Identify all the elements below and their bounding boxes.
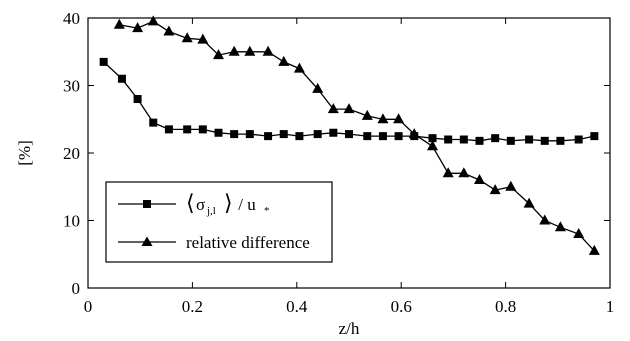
data-point-square <box>329 128 338 137</box>
data-point-triangle <box>442 167 454 178</box>
data-point-square <box>556 136 565 145</box>
legend-marker-square <box>143 200 151 208</box>
data-point-square <box>279 130 288 139</box>
data-point-square <box>444 135 453 144</box>
data-point-triangle <box>197 33 209 44</box>
data-point-triangle <box>163 25 175 36</box>
x-tick-label: 0.4 <box>286 297 308 316</box>
data-point-square <box>230 130 239 139</box>
data-point-square <box>475 136 484 145</box>
data-point-triangle <box>377 113 389 124</box>
x-tick-label: 0.8 <box>495 297 516 316</box>
x-tick-label: 0.6 <box>391 297 412 316</box>
data-point-square <box>295 132 304 141</box>
data-point-triangle <box>539 214 551 225</box>
data-point-square <box>313 130 322 139</box>
legend-sigma-star: * <box>264 205 270 217</box>
data-point-triangle <box>181 32 193 43</box>
data-point-triangle <box>244 45 256 56</box>
data-point-square <box>394 132 403 141</box>
data-point-square <box>590 132 599 141</box>
series-line <box>103 61 595 142</box>
data-point-triangle <box>228 45 240 56</box>
data-point-square <box>183 125 192 134</box>
legend-label-sigma: ⟨ σ j,l ⟩ / u * <box>186 190 270 217</box>
data-point-triangle <box>393 113 405 124</box>
data-point-square <box>345 130 353 139</box>
data-point-square <box>149 118 158 127</box>
x-tick-label: 0 <box>84 297 93 316</box>
data-point-triangle <box>132 22 144 33</box>
legend-bracket-left: ⟨ <box>186 190 195 215</box>
legend-sigma-rest: / u <box>234 195 256 214</box>
data-point-square <box>245 130 254 139</box>
data-point-triangle <box>293 62 305 73</box>
data-point-triangle <box>573 228 585 238</box>
data-point-triangle <box>408 128 420 139</box>
legend-marker-triangle <box>141 236 153 246</box>
legend-bracket-right: ⟩ <box>224 190 233 215</box>
legend: ⟨ σ j,l ⟩ / u * relative difference <box>105 181 333 263</box>
data-point-square <box>574 135 583 144</box>
data-point-square <box>264 132 273 141</box>
data-point-triangle <box>505 180 517 191</box>
legend-sigma-subscript: j,l <box>206 205 216 217</box>
y-tick-label: 10 <box>63 212 80 231</box>
data-point-square <box>459 135 468 144</box>
data-point-triangle <box>554 221 566 232</box>
data-point-triangle <box>343 103 355 114</box>
legend-box <box>105 181 333 263</box>
data-point-triangle <box>458 167 470 178</box>
data-point-square <box>214 128 223 137</box>
y-tick-label: 0 <box>72 279 81 298</box>
data-point-square <box>378 132 387 141</box>
data-point-square <box>525 135 534 144</box>
data-point-square <box>491 134 500 143</box>
y-tick-label: 40 <box>63 9 80 28</box>
data-point-triangle <box>588 244 600 255</box>
data-point-square <box>540 136 549 145</box>
series-sigma <box>99 57 599 145</box>
data-point-triangle <box>489 184 501 195</box>
data-point-triangle <box>147 15 159 26</box>
data-point-square <box>198 125 207 134</box>
legend-label-relative-difference: relative difference <box>186 233 310 252</box>
series-relative-difference <box>113 15 600 255</box>
y-tick-label: 20 <box>63 144 80 163</box>
legend-sigma-symbol: σ <box>196 195 205 214</box>
y-tick-label: 30 <box>63 77 80 96</box>
data-point-triangle <box>327 103 339 114</box>
y-axis-title: [%] <box>15 140 34 165</box>
data-point-triangle <box>262 45 274 56</box>
data-point-square <box>506 136 515 145</box>
data-point-triangle <box>113 18 125 29</box>
data-point-triangle <box>427 140 439 151</box>
x-tick-label: 1 <box>606 297 615 316</box>
data-point-triangle <box>213 49 224 60</box>
x-tick-label: 0.2 <box>182 297 203 316</box>
x-axis-title: z/h <box>339 319 360 338</box>
data-point-square <box>99 57 108 66</box>
data-point-triangle <box>312 82 324 93</box>
data-point-square <box>164 125 173 134</box>
data-point-triangle <box>523 197 535 208</box>
data-point-triangle <box>474 174 485 184</box>
data-point-square <box>117 74 126 83</box>
series-layer <box>99 15 600 255</box>
data-point-triangle <box>278 55 290 66</box>
data-point-square <box>363 132 372 141</box>
data-point-triangle <box>361 109 373 120</box>
data-point-square <box>428 134 437 143</box>
data-point-square <box>133 95 142 103</box>
